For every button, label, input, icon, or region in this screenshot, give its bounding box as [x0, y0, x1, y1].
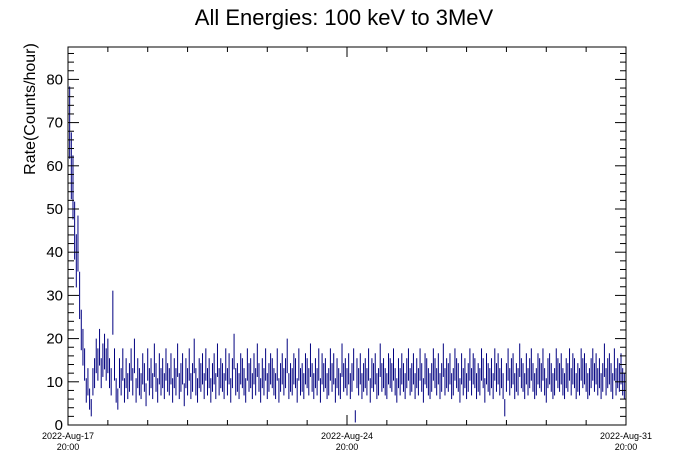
y-tick-label: 0 — [55, 417, 63, 434]
y-tick-label: 60 — [46, 158, 63, 175]
y-tick-label: 40 — [46, 244, 63, 261]
y-tick-label: 10 — [46, 374, 63, 391]
y-axis-label: Rate(Counts/hour) — [22, 43, 39, 175]
y-tick-label: 30 — [46, 287, 63, 304]
chart-title: All Energies: 100 keV to 3MeV — [195, 5, 494, 30]
y-tick-label: 20 — [46, 331, 63, 348]
x-tick-date-label: 2022-Aug-31 — [600, 431, 652, 441]
x-tick-date-label: 2022-Aug-24 — [321, 431, 373, 441]
x-tick-time-label: 20:00 — [57, 442, 80, 452]
x-tick-date-label: 2022-Aug-17 — [42, 431, 94, 441]
y-tick-label: 70 — [46, 115, 63, 132]
y-axis: 0 10 20 30 40 50 60 70 80 — [46, 52, 626, 434]
x-axis: 2022-Aug-1720:002022-Aug-2420:002022-Aug… — [42, 47, 652, 452]
plot-area — [67, 47, 627, 423]
y-tick-label: 50 — [46, 201, 63, 218]
y-tick-label: 80 — [46, 71, 63, 88]
x-tick-time-label: 20:00 — [615, 442, 638, 452]
x-tick-time-label: 20:00 — [336, 442, 359, 452]
